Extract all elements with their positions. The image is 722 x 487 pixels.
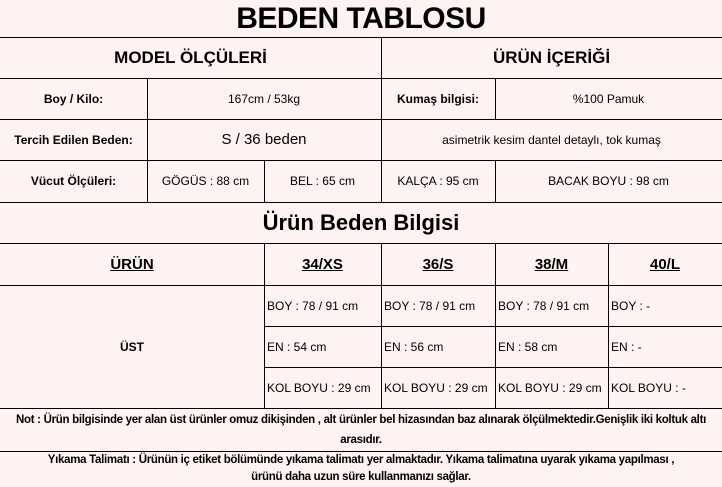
waist-value: BEL : 65 cm [290,174,355,188]
height-weight-label: Boy / Kilo: [43,91,104,106]
size-cell: EN : - [611,339,642,354]
washing-instructions: Yıkama Talimatı : Ürünün iç etiket bölüm… [47,454,675,483]
product-top: ÜST [120,339,144,354]
fabric-label: Kumaş bilgisi: [396,91,479,106]
body-measurements-label: Vücut Ölçüleri: [30,174,117,188]
hip-value: KALÇA : 95 cm [397,174,479,188]
leg-length-value: BACAK BOYU : 98 cm [548,174,669,188]
page-title: BEDEN TABLOSU [236,1,486,35]
measurement-note: Not : Ürün bilgisinde yer alan üst ürünl… [16,413,706,446]
size-cell: KOL BOYU : 29 cm [498,380,602,395]
header-38-m: 38/M [534,255,569,273]
size-cell: BOY : 78 / 91 cm [384,298,476,313]
size-cell: BOY : - [611,298,651,313]
size-section-title: Ürün Beden Bilgisi [262,209,460,235]
product-description: asimetrik kesim dantel detaylı, tok kuma… [442,132,661,147]
product-content-header: ÜRÜN İÇERİĞİ [492,47,611,67]
size-cell: EN : 54 cm [267,339,327,354]
size-cell: KOL BOYU : 29 cm [384,380,488,395]
height-weight-value: 167cm / 53kg [227,91,301,106]
header-36-s: 36/S [422,255,454,273]
header-product: ÜRÜN [110,255,154,273]
fabric-value: %100 Pamuk [572,91,645,106]
size-cell: BOY : 78 / 91 cm [498,298,590,313]
size-cell: EN : 58 cm [498,339,558,354]
header-34-xs: 34/XS [302,255,343,273]
preferred-size-label: Tercih Edilen Beden: [14,132,133,147]
size-cell: BOY : 78 / 91 cm [267,298,359,313]
header-40-l: 40/L [649,255,680,273]
size-cell: KOL BOYU : 29 cm [267,380,371,395]
size-cell: EN : 56 cm [384,339,444,354]
model-measurements-header: MODEL ÖLÇÜLERİ [114,47,267,67]
chest-value: GÖGÜS : 88 cm [161,174,250,188]
preferred-size-value: S / 36 beden [221,131,307,148]
size-cell: KOL BOYU : - [611,380,686,395]
